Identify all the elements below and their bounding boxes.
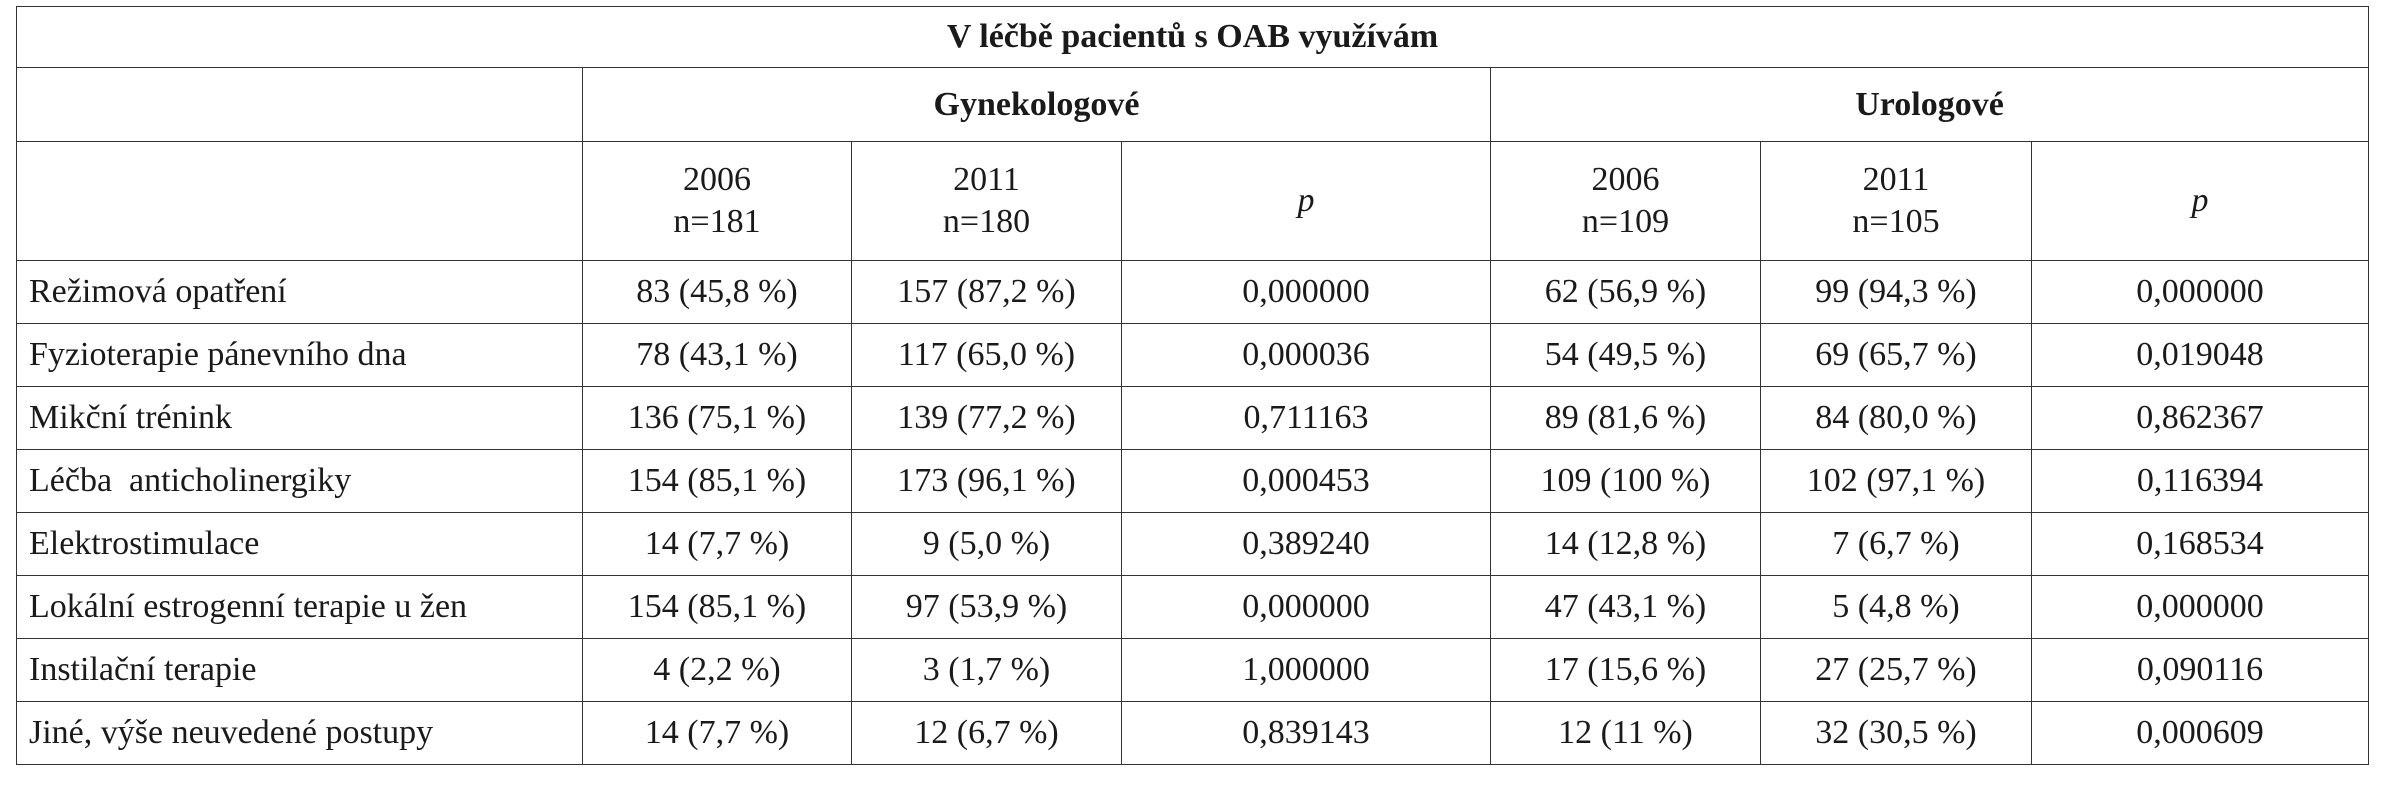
- table-row: Lokální estrogenní terapie u žen 154 (85…: [16, 575, 2370, 639]
- table-cell: 0,839143: [1121, 701, 1491, 765]
- table-cell: 0,116394: [2030, 449, 2370, 513]
- table-cell: 109 (100 %): [1490, 449, 1761, 513]
- table-cell: 102 (97,1 %): [1760, 449, 2032, 513]
- row-label: Fyzioterapie pánevního dna: [16, 323, 583, 387]
- table-cell: 14 (12,8 %): [1490, 512, 1761, 576]
- table-cell: 47 (43,1 %): [1490, 575, 1761, 639]
- table-cell: 0,000000: [1121, 575, 1491, 639]
- table-cell: 99 (94,3 %): [1760, 260, 2032, 324]
- table-cell: 0,000609: [2030, 701, 2370, 765]
- table-title: V léčbě pacientů s OAB využívám: [15, 6, 2370, 68]
- table-cell: 12 (6,7 %): [851, 701, 1122, 765]
- table-cell: 14 (7,7 %): [582, 701, 852, 765]
- table-cell: 0,862367: [2030, 386, 2370, 450]
- table-row: Elektrostimulace 14 (7,7 %) 9 (5,0 %) 0,…: [16, 512, 2370, 576]
- table-cell: 54 (49,5 %): [1490, 323, 1761, 387]
- column-header: 2006 n=181: [582, 141, 852, 261]
- table-cell: 27 (25,7 %): [1760, 638, 2032, 702]
- table-cell: 5 (4,8 %): [1760, 575, 2032, 639]
- table-cell: 0,389240: [1121, 512, 1491, 576]
- column-year: 2011: [1862, 160, 1930, 198]
- column-header: 2006 n=109: [1490, 141, 1761, 261]
- table-cell: 7 (6,7 %): [1760, 512, 2032, 576]
- table-row: Léčba anticholinergiky 154 (85,1 %) 173 …: [16, 449, 2370, 513]
- table-cell: 154 (85,1 %): [582, 575, 852, 639]
- column-year: 2011: [953, 160, 1020, 198]
- table-cell: 83 (45,8 %): [582, 260, 852, 324]
- column-n: n=181: [673, 203, 761, 240]
- table-cell: 1,000000: [1121, 638, 1491, 702]
- table-cell: 97 (53,9 %): [851, 575, 1122, 639]
- table-cell: 84 (80,0 %): [1760, 386, 2032, 450]
- table-cell: 3 (1,7 %): [851, 638, 1122, 702]
- table-cell: 0,168534: [2030, 512, 2370, 576]
- table-cell: 117 (65,0 %): [851, 323, 1122, 387]
- row-label: Lokální estrogenní terapie u žen: [16, 575, 583, 639]
- row-label: Mikční trénink: [16, 386, 583, 450]
- column-header: 2011 n=180: [851, 141, 1122, 261]
- empty-header-cell: [16, 141, 583, 261]
- table-cell: 4 (2,2 %): [582, 638, 852, 702]
- table-row: Mikční trénink 136 (75,1 %) 139 (77,2 %)…: [16, 386, 2370, 450]
- oab-treatment-table: V léčbě pacientů s OAB využívám Gynekolo…: [15, 6, 2370, 765]
- table-cell: 69 (65,7 %): [1760, 323, 2032, 387]
- table-cell: 12 (11 %): [1490, 701, 1761, 765]
- column-n: n=105: [1852, 203, 1940, 240]
- column-year: 2006: [683, 160, 751, 198]
- table-cell: 0,000000: [1121, 260, 1491, 324]
- table-cell: 9 (5,0 %): [851, 512, 1122, 576]
- table-cell: 32 (30,5 %): [1760, 701, 2032, 765]
- table-cell: 89 (81,6 %): [1490, 386, 1761, 450]
- row-label: Léčba anticholinergiky: [16, 449, 583, 513]
- row-label: Instilační terapie: [16, 638, 583, 702]
- table-cell: 0,019048: [2030, 323, 2370, 387]
- empty-header-cell: [16, 67, 583, 142]
- row-label: Elektrostimulace: [16, 512, 583, 576]
- column-header: 2011 n=105: [1760, 141, 2032, 261]
- table-cell: 139 (77,2 %): [851, 386, 1122, 450]
- row-label: Jiné, výše neuvedené postupy: [16, 701, 583, 765]
- column-n: n=180: [942, 203, 1031, 240]
- table-row: Instilační terapie 4 (2,2 %) 3 (1,7 %) 1…: [16, 638, 2370, 702]
- group-header-gynecologists: Gynekologové: [582, 67, 1491, 142]
- table-cell: 0,090116: [2030, 638, 2370, 702]
- table-cell: 14 (7,7 %): [582, 512, 852, 576]
- table-cell: 0,000000: [2030, 575, 2370, 639]
- group-header-row: Gynekologové Urologové: [16, 67, 2370, 142]
- table-row: Fyzioterapie pánevního dna 78 (43,1 %) 1…: [16, 323, 2370, 387]
- table-cell: 17 (15,6 %): [1490, 638, 1761, 702]
- row-label: Režimová opatření: [16, 260, 583, 324]
- table-row: Jiné, výše neuvedené postupy 14 (7,7 %) …: [16, 701, 2370, 765]
- table-cell: 78 (43,1 %): [582, 323, 852, 387]
- column-header-row: 2006 n=181 2011 n=180 p 2006 n=109 2011 …: [16, 141, 2370, 261]
- table-cell: 0,711163: [1121, 386, 1491, 450]
- table-cell: 136 (75,1 %): [582, 386, 852, 450]
- table-container: V léčbě pacientů s OAB využívám Gynekolo…: [15, 6, 2370, 765]
- column-year: 2006: [1591, 160, 1660, 198]
- column-header-p: p: [1121, 141, 1491, 261]
- table-cell: 0,000036: [1121, 323, 1491, 387]
- table-cell: 0,000000: [2030, 260, 2370, 324]
- table-title-row: V léčbě pacientů s OAB využívám: [15, 6, 2370, 68]
- table-cell: 0,000453: [1121, 449, 1491, 513]
- table-cell: 62 (56,9 %): [1490, 260, 1761, 324]
- group-header-urologists: Urologové: [1489, 67, 2370, 142]
- column-header-p: p: [2030, 141, 2370, 261]
- column-n: n=109: [1581, 203, 1670, 240]
- table-cell: 154 (85,1 %): [582, 449, 852, 513]
- table-cell: 157 (87,2 %): [851, 260, 1122, 324]
- table-row: Režimová opatření 83 (45,8 %) 157 (87,2 …: [16, 260, 2370, 324]
- table-cell: 173 (96,1 %): [851, 449, 1122, 513]
